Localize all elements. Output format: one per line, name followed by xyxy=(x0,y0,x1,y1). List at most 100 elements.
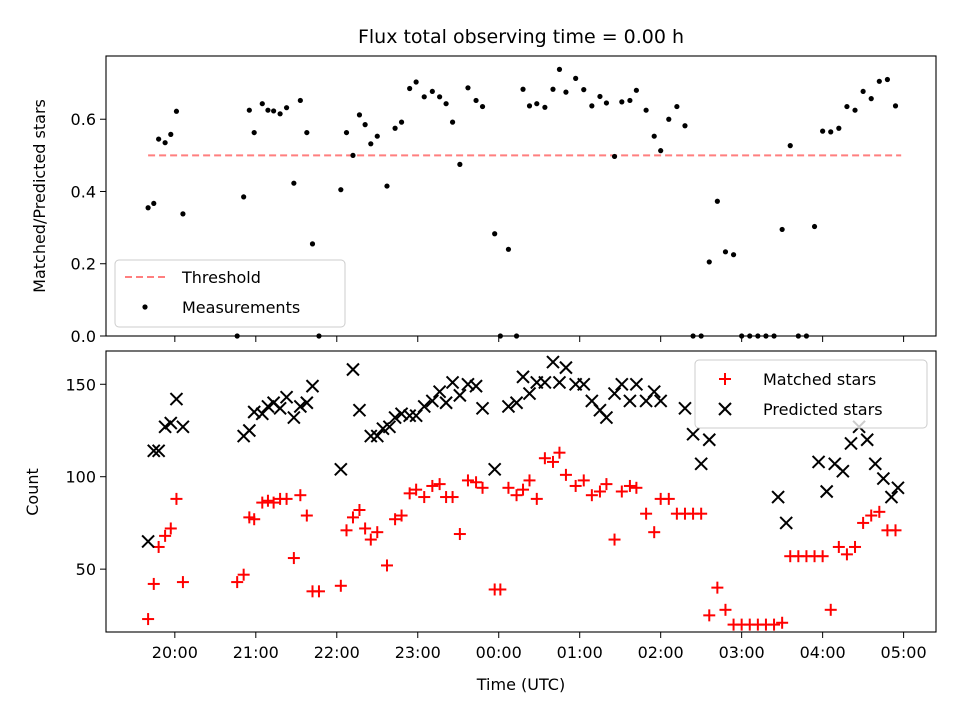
y-tick-label: 0.6 xyxy=(71,110,96,129)
predicted-star-point xyxy=(279,390,294,404)
matched-star-point xyxy=(600,478,613,491)
predicted-star-point-b xyxy=(141,534,155,549)
matched-star-point xyxy=(280,492,293,505)
measurement-point xyxy=(534,101,540,107)
measurement-point xyxy=(251,129,257,136)
matched-star-point xyxy=(248,513,261,526)
y-tick-label: 0.0 xyxy=(71,327,96,346)
predicted-star-point-b xyxy=(255,407,269,421)
matched-star-point xyxy=(371,526,384,539)
matched-star-point xyxy=(170,492,183,505)
y-tick-label: 0.2 xyxy=(71,255,96,274)
predicted-star-point xyxy=(694,457,708,471)
matched-star-point xyxy=(703,609,716,622)
top-legend-box xyxy=(114,259,346,328)
matched-star-point xyxy=(615,485,628,498)
predicted-star-point xyxy=(884,490,899,504)
predicted-star-point xyxy=(164,416,178,430)
measurement-point xyxy=(892,103,899,109)
measurement-point xyxy=(505,246,512,252)
predicted-legend-marker xyxy=(718,402,732,416)
predicted-star-point xyxy=(844,436,858,451)
predicted-star-point-b xyxy=(279,390,294,404)
matched-star-point xyxy=(640,507,653,520)
matched-star-point xyxy=(395,509,408,522)
predicted-star-point-b xyxy=(346,362,360,377)
predicted-star-point-b xyxy=(394,407,409,421)
measurement-point xyxy=(392,125,398,131)
measurement-point xyxy=(350,152,356,158)
measurement-point xyxy=(156,136,162,142)
predicted-star-point-b xyxy=(287,410,301,425)
matched-star-point xyxy=(261,494,274,507)
predicted-star-point-b xyxy=(522,386,537,401)
measurement-point xyxy=(706,259,712,265)
measurement-point xyxy=(520,86,526,92)
matched-star-point xyxy=(585,489,598,502)
matched-star-point xyxy=(662,492,675,505)
measurement-point xyxy=(443,101,449,107)
predicted-star-point-b xyxy=(425,394,440,408)
matched-star-point xyxy=(256,496,269,509)
top-y-ticks: 0.0 0.2 0.4 0.6 xyxy=(71,110,106,346)
x-tick-label: 04:00 xyxy=(800,643,846,662)
matched-star-point xyxy=(446,491,459,504)
predicted-star-point xyxy=(678,401,692,416)
matched-star-point xyxy=(510,489,523,502)
measurement-point xyxy=(722,249,729,255)
matched-star-point xyxy=(359,522,372,535)
predicted-star-point xyxy=(461,377,475,391)
measurement-point xyxy=(457,161,463,167)
matched-star-point xyxy=(152,540,165,553)
matched-star-point xyxy=(517,483,530,496)
predicted-star-point xyxy=(771,490,785,504)
measurement-point xyxy=(180,211,186,217)
measurement-point xyxy=(297,97,303,104)
predicted-star-point xyxy=(352,403,367,417)
measurement-point xyxy=(556,66,563,72)
predicted-star-point-b xyxy=(599,410,614,425)
matched-star-point xyxy=(159,529,172,542)
predicted-star-point-b xyxy=(678,401,692,416)
predicted-star-point xyxy=(370,429,384,443)
measurement-point xyxy=(627,97,633,104)
predicted-star-point-b xyxy=(487,462,502,477)
bottom-legend-box xyxy=(694,359,928,429)
predicted-star-point-b xyxy=(461,377,475,391)
matched-star-point xyxy=(623,479,636,492)
predicted-star-point xyxy=(169,392,184,406)
predicted-star-point xyxy=(876,471,891,486)
matched-star-point xyxy=(147,577,160,590)
predicted-star-point-b xyxy=(884,490,899,504)
measurement-point xyxy=(589,103,595,109)
predicted-star-point xyxy=(599,410,614,425)
x-tick-label: 02:00 xyxy=(638,643,684,662)
matched-star-point xyxy=(470,476,483,489)
matched-star-point xyxy=(502,481,515,494)
predicted-star-point xyxy=(577,377,591,391)
predicted-star-point xyxy=(819,484,834,499)
predicted-star-point-b xyxy=(607,386,622,401)
measurement-point xyxy=(429,88,435,95)
matched-star-point xyxy=(453,528,466,541)
measurement-point xyxy=(868,96,874,102)
measurement-point xyxy=(449,119,456,125)
measurement-point xyxy=(162,140,168,146)
predicted-star-point xyxy=(432,384,447,399)
predicted-star-point-b xyxy=(352,403,367,417)
predicted-star-point xyxy=(394,407,409,421)
measurement-point xyxy=(473,97,479,104)
measurement-point xyxy=(398,119,405,125)
y-tick-label: 150 xyxy=(65,375,96,394)
chart-title: Flux total observing time = 0.00 h xyxy=(358,26,684,48)
measurement-point xyxy=(658,148,664,154)
predicted-star-point xyxy=(151,444,166,458)
top-legend: Threshold Measurements xyxy=(114,259,346,328)
predicted-star-point xyxy=(300,396,314,410)
x-tick-label: 00:00 xyxy=(476,643,522,662)
predicted-star-point-b xyxy=(475,401,490,416)
top-x-ticks xyxy=(174,336,905,342)
measurement-point xyxy=(619,99,625,105)
predicted-star-point xyxy=(702,433,716,447)
predicted-star-point xyxy=(538,375,552,390)
